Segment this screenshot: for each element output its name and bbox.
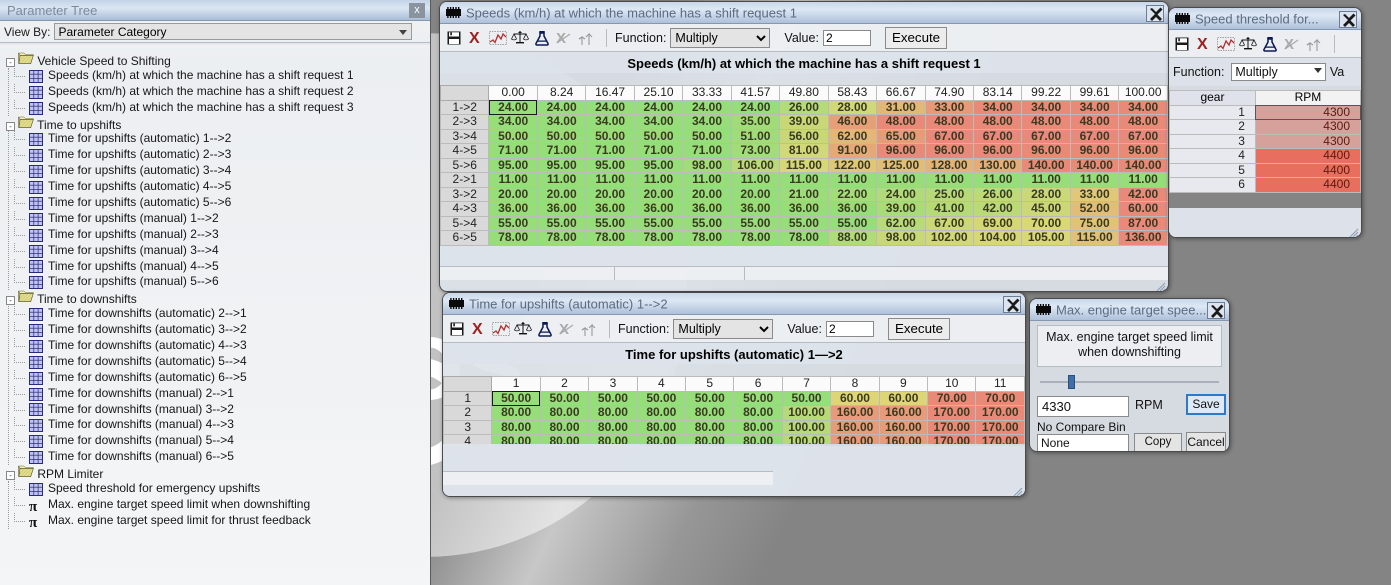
svg-text:X: X	[1197, 36, 1208, 52]
svg-text:π: π	[29, 499, 38, 513]
svg-text:X: X	[472, 321, 483, 337]
svg-text:X: X	[469, 30, 480, 46]
svg-text:π: π	[29, 515, 38, 529]
